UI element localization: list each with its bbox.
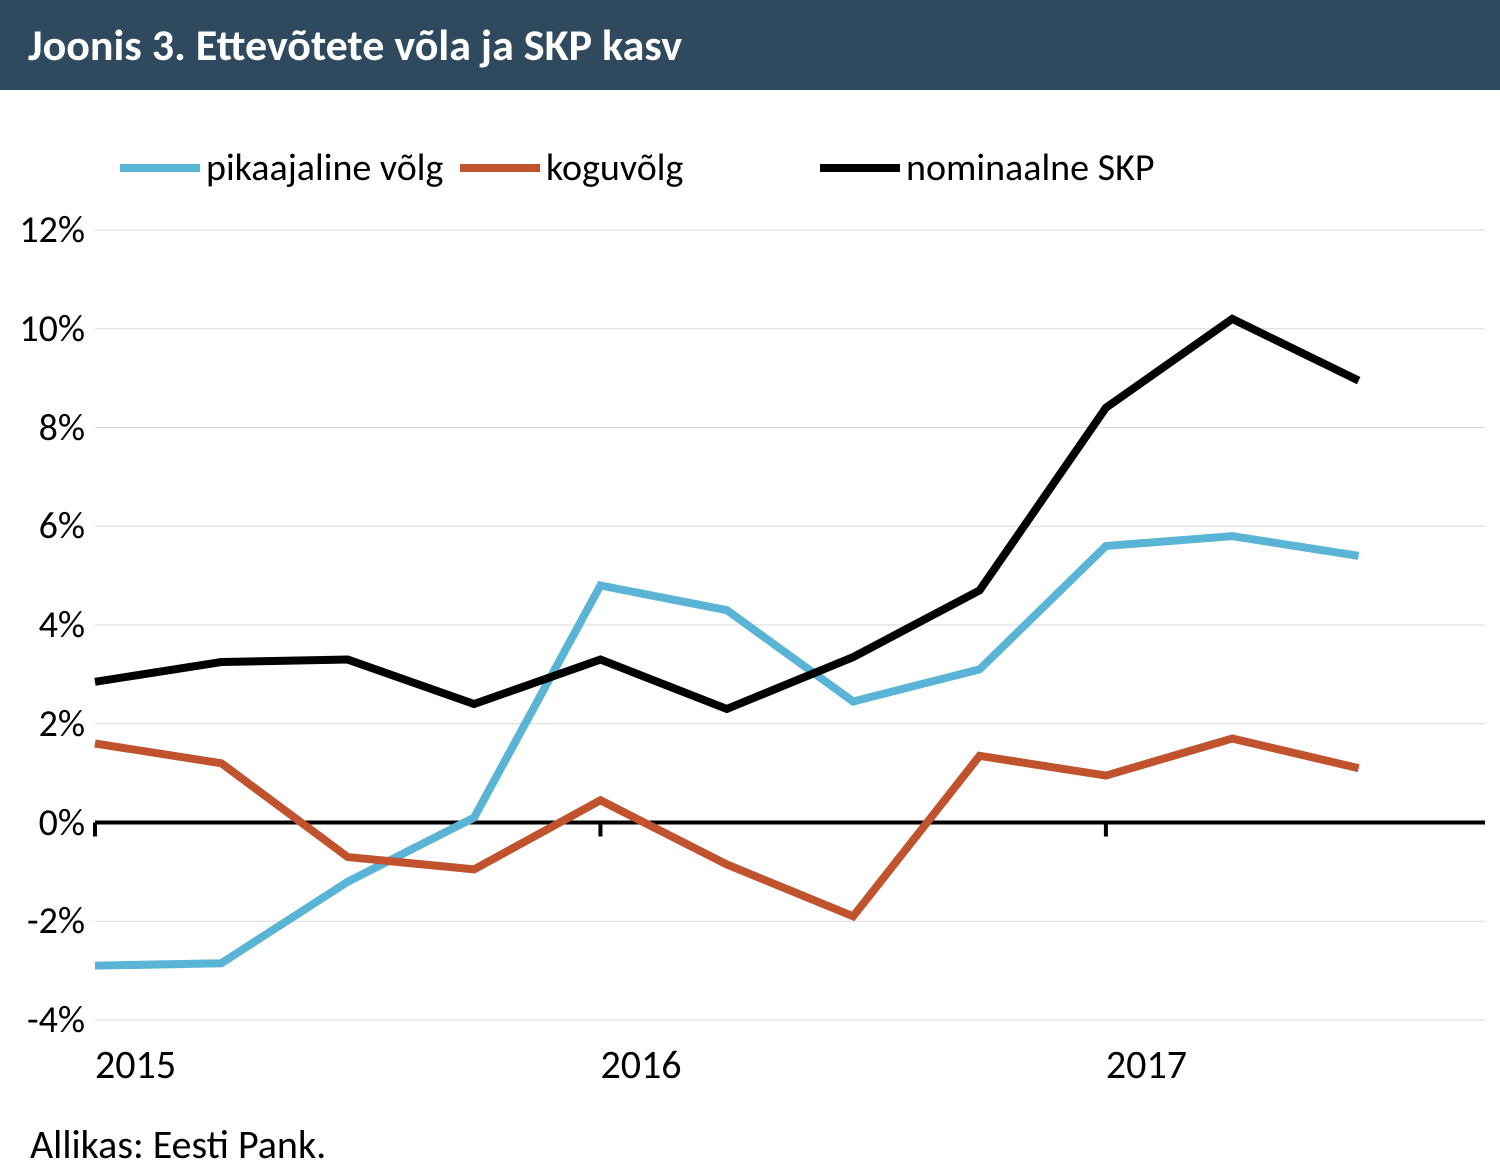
legend-label: nominaalne SKP <box>906 145 1154 191</box>
legend-item-pikaajaline_volg: pikaajaline võlg <box>120 145 443 191</box>
y-tick-label: 10% <box>19 306 85 352</box>
chart-title-bar: Joonis 3. Ettevõtete võla ja SKP kasv <box>0 0 1500 90</box>
legend-label: koguvõlg <box>546 145 683 191</box>
chart-svg <box>95 230 1485 1020</box>
x-tick-label: 2016 <box>600 1040 681 1089</box>
legend-label: pikaajaline võlg <box>206 145 443 191</box>
y-tick-label: 4% <box>39 602 85 648</box>
y-tick-label: 2% <box>39 701 85 747</box>
y-tick-label: -2% <box>27 898 85 944</box>
chart-source: Allikas: Eesti Pank. <box>30 1120 326 1169</box>
series-nominaalne_skp <box>95 319 1359 709</box>
x-tick-label: 2015 <box>95 1040 176 1089</box>
y-tick-label: 8% <box>39 405 85 451</box>
figure: Joonis 3. Ettevõtete võla ja SKP kasv pi… <box>0 0 1500 1170</box>
y-tick-label: 0% <box>39 800 85 846</box>
legend-item-koguvolg: koguvõlg <box>460 145 683 191</box>
legend-swatch <box>820 164 900 172</box>
chart-title: Joonis 3. Ettevõtete võla ja SKP kasv <box>28 18 682 72</box>
legend-item-nominaalne_skp: nominaalne SKP <box>820 145 1154 191</box>
x-tick-label: 2017 <box>1106 1040 1187 1089</box>
legend-swatch <box>120 164 200 172</box>
legend-swatch <box>460 164 540 172</box>
series-pikaajaline_volg <box>95 536 1359 966</box>
series-koguvolg <box>95 739 1359 917</box>
y-tick-label: 6% <box>39 503 85 549</box>
y-tick-label: -4% <box>27 997 85 1043</box>
y-tick-label: 12% <box>19 207 85 253</box>
plot-area <box>95 230 1485 1020</box>
